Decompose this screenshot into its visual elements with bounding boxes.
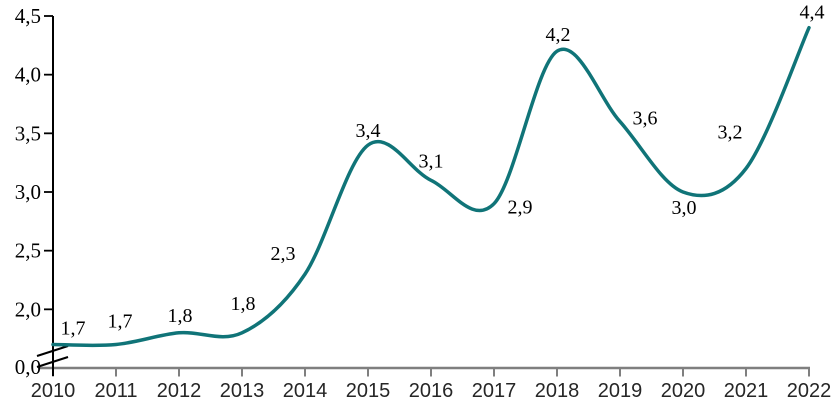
y-tick-label: 4,5 xyxy=(15,4,41,28)
data-label: 1,7 xyxy=(61,318,86,340)
x-tick-label: 2014 xyxy=(283,380,328,402)
trend-line xyxy=(51,25,811,348)
data-label: 3,1 xyxy=(419,150,444,172)
y-tick-label: 2,5 xyxy=(15,239,41,263)
x-tick-label: 2010 xyxy=(31,380,76,402)
x-tick-label: 2020 xyxy=(661,380,706,402)
x-tick-label: 2022 xyxy=(787,380,832,402)
x-tick-label: 2012 xyxy=(157,380,202,402)
y-tick-label: 3,0 xyxy=(15,180,41,204)
data-label: 4,2 xyxy=(546,24,571,46)
data-label: 3,2 xyxy=(718,122,743,144)
data-label: 2,3 xyxy=(271,243,296,265)
data-label: 2,9 xyxy=(508,197,533,219)
axis-break-mark xyxy=(36,345,69,357)
x-tick-label: 2013 xyxy=(220,380,265,402)
data-label: 1,8 xyxy=(168,305,193,327)
y-zero-label: 0,0 xyxy=(15,355,41,379)
x-tick-label: 2017 xyxy=(472,380,517,402)
x-tick-label: 2015 xyxy=(346,380,391,402)
axis-break-mark xyxy=(36,356,69,368)
x-tick-label: 2018 xyxy=(535,380,580,402)
data-label: 1,8 xyxy=(231,293,256,315)
data-label: 3,0 xyxy=(672,197,697,219)
x-tick-label: 2021 xyxy=(724,380,769,402)
x-tick-label: 2019 xyxy=(598,380,643,402)
x-tick-label: 2011 xyxy=(94,380,137,402)
y-tick-label: 3,5 xyxy=(15,121,41,145)
y-tick-label: 2,0 xyxy=(15,297,41,321)
y-tick-label: 4,0 xyxy=(15,63,41,87)
data-label: 3,6 xyxy=(633,108,658,130)
data-label: 1,7 xyxy=(108,311,133,333)
data-label: 3,4 xyxy=(356,120,381,142)
x-tick-label: 2016 xyxy=(409,380,454,402)
data-label: 4,4 xyxy=(800,2,825,24)
